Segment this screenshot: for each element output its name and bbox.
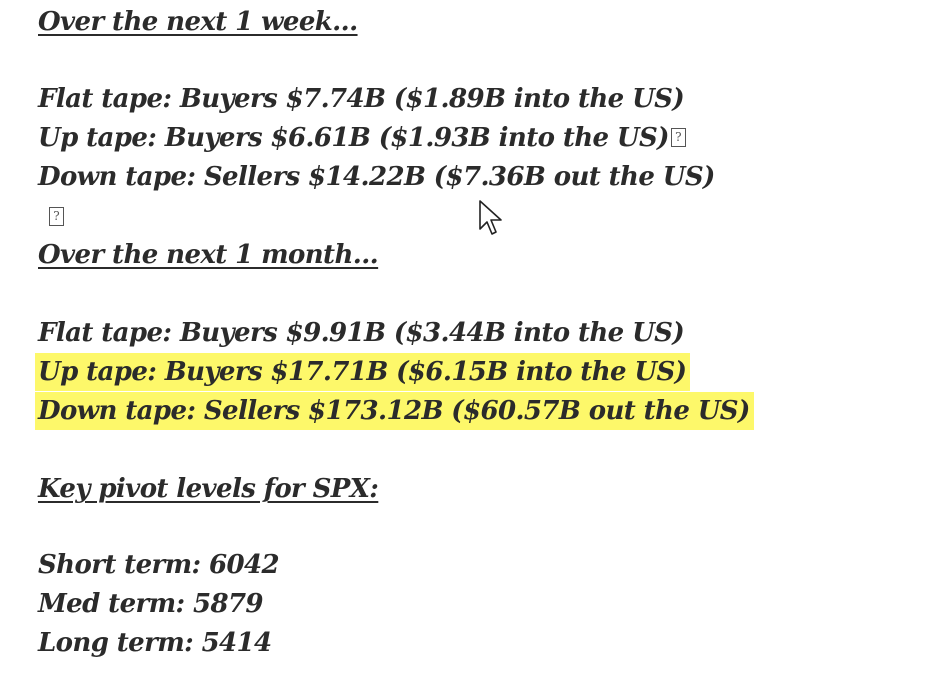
month-heading: Over the next 1 month... — [38, 240, 379, 270]
pivot-med-term: Med term: 5879 — [38, 589, 264, 619]
missing-glyph-box-icon: ? — [670, 127, 686, 147]
pivot-long-term: Long term: 5414 — [38, 628, 272, 658]
mouse-pointer-icon — [479, 200, 502, 235]
week-down-tape-line: Down tape: Sellers $14.22B ($7.36B out t… — [38, 162, 715, 192]
week-up-tape-text: Up tape: Buyers $6.61B ($1.93B into the … — [38, 123, 669, 153]
pivot-short-term: Short term: 6042 — [38, 550, 280, 580]
month-up-tape-line-highlighted: Up tape: Buyers $17.71B ($6.15B into the… — [35, 353, 691, 391]
month-flat-tape-line: Flat tape: Buyers $9.91B ($3.44B into th… — [38, 318, 685, 348]
month-down-tape-line-highlighted: Down tape: Sellers $173.12B ($60.57B out… — [35, 392, 754, 430]
week-up-tape-line: Up tape: Buyers $6.61B ($1.93B into the … — [38, 119, 686, 157]
week-flat-tape-line: Flat tape: Buyers $7.74B ($1.89B into th… — [38, 84, 685, 114]
pivot-heading: Key pivot levels for SPX: — [38, 474, 379, 504]
missing-glyph-box-icon: ? — [49, 207, 64, 226]
week-heading: Over the next 1 week... — [38, 7, 358, 37]
